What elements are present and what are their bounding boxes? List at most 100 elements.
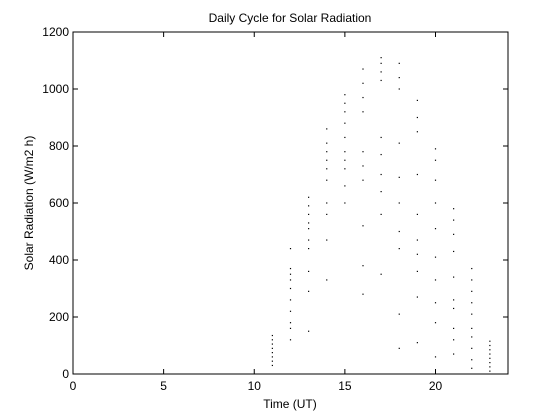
- data-point: [434, 202, 437, 204]
- data-point: [326, 213, 328, 215]
- data-point: [326, 239, 328, 241]
- data-point: [416, 131, 418, 133]
- data-point: [289, 327, 292, 329]
- data-point: [398, 88, 400, 90]
- data-point: [289, 279, 292, 281]
- data-point: [289, 267, 292, 270]
- data-point: [289, 287, 292, 290]
- data-point: [489, 340, 491, 342]
- data-point: [271, 364, 273, 367]
- chart-title: Daily Cycle for Solar Radiation: [209, 11, 372, 25]
- data-point: [308, 290, 310, 292]
- data-point: [289, 310, 292, 312]
- data-point: [271, 343, 273, 345]
- data-point: [344, 151, 346, 153]
- data-point: [453, 353, 455, 355]
- data-point: [453, 299, 455, 301]
- data-point: [271, 360, 273, 362]
- data-point: [380, 191, 382, 193]
- data-point: [362, 293, 364, 295]
- data-point: [380, 71, 382, 73]
- data-point: [434, 302, 437, 304]
- x-tick-label: 5: [160, 379, 167, 393]
- data-point: [416, 239, 418, 241]
- data-point: [416, 99, 418, 101]
- data-point: [489, 353, 491, 355]
- data-point: [362, 265, 364, 267]
- data-point: [308, 222, 310, 224]
- data-point: [398, 313, 400, 315]
- data-point: [308, 228, 310, 230]
- data-point: [326, 159, 328, 161]
- data-point: [326, 202, 328, 204]
- data-point: [308, 205, 310, 207]
- data-point: [471, 290, 473, 292]
- x-tick-label: 10: [248, 379, 262, 393]
- data-point: [416, 342, 418, 344]
- data-point: [453, 339, 455, 341]
- y-axis: 0 200 400 600 800 1000 1200: [42, 25, 508, 381]
- data-point: [326, 179, 328, 181]
- data-point: [380, 57, 382, 59]
- y-tick-label: 1000: [42, 82, 69, 96]
- data-point: [434, 279, 437, 281]
- y-tick-label: 1200: [42, 25, 69, 39]
- data-point: [326, 128, 328, 130]
- data-point: [362, 225, 364, 227]
- data-point: [416, 213, 418, 215]
- data-point: [471, 347, 473, 349]
- data-point: [289, 273, 292, 275]
- data-point: [489, 344, 491, 347]
- data-point: [471, 279, 473, 281]
- y-tick-label: 0: [62, 367, 69, 381]
- data-point: [380, 213, 382, 215]
- data-point: [380, 273, 382, 275]
- data-point: [344, 159, 346, 161]
- data-point: [289, 248, 292, 250]
- x-tick-label: 0: [70, 379, 77, 393]
- x-axis-label: Time (UT): [263, 397, 317, 411]
- data-point: [489, 370, 491, 372]
- data-point: [271, 356, 273, 358]
- x-tick-label: 15: [338, 379, 352, 393]
- data-point: [289, 322, 292, 324]
- data-point: [362, 179, 364, 181]
- data-point: [489, 357, 491, 359]
- data-point: [434, 256, 437, 258]
- data-point: [434, 148, 437, 150]
- data-point: [453, 219, 455, 221]
- data-point: [398, 347, 400, 349]
- y-tick-label: 600: [49, 196, 69, 210]
- y-tick-label: 400: [49, 253, 69, 267]
- data-point: [434, 356, 437, 358]
- data-point: [271, 334, 273, 337]
- y-tick-label: 800: [49, 139, 69, 153]
- data-point: [489, 366, 491, 368]
- data-points: [271, 57, 491, 372]
- x-axis: 0 5 10 15 20: [70, 32, 442, 393]
- data-point: [344, 202, 346, 204]
- data-point: [344, 94, 346, 96]
- data-point: [453, 250, 455, 253]
- data-point: [308, 196, 310, 198]
- data-point: [344, 122, 346, 124]
- data-point: [416, 296, 418, 298]
- y-tick-label: 200: [49, 310, 69, 324]
- data-point: [434, 159, 437, 161]
- data-point: [453, 233, 455, 235]
- data-point: [434, 179, 437, 181]
- data-point: [344, 102, 346, 104]
- data-point: [380, 79, 382, 82]
- data-point: [308, 270, 310, 272]
- data-point: [362, 151, 364, 153]
- data-point: [398, 202, 400, 204]
- data-point: [344, 185, 346, 187]
- data-point: [289, 339, 292, 341]
- data-point: [471, 302, 473, 304]
- data-point: [471, 327, 473, 329]
- data-point: [344, 136, 346, 139]
- data-point: [453, 276, 455, 278]
- data-point: [362, 82, 364, 84]
- data-point: [326, 142, 328, 144]
- data-point: [398, 142, 400, 144]
